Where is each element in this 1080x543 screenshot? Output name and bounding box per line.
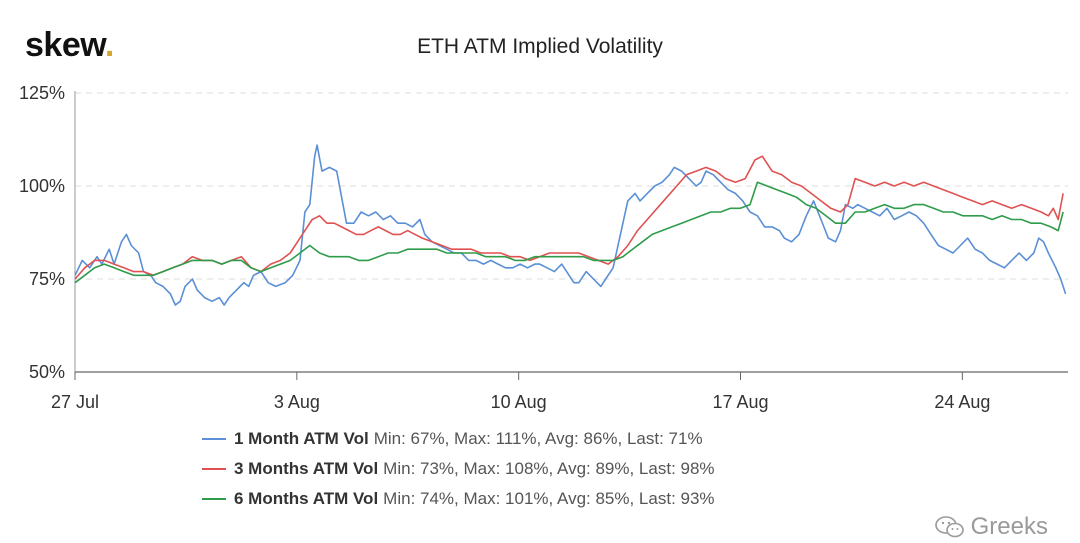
legend-swatch-3m: [202, 468, 226, 470]
x-axis: 27 Jul 3 Aug 10 Aug 17 Aug 24 Aug: [51, 91, 1068, 412]
x-tick-label: 3 Aug: [274, 392, 320, 412]
legend-stats-3m: Min: 73%, Max: 108%, Avg: 89%, Last: 98%: [383, 459, 715, 478]
y-tick-label: 125%: [19, 83, 65, 103]
legend-name-6m: 6 Months ATM Vol: [234, 489, 379, 508]
line-chart: 50% 75% 100% 125% 27 Jul 3 Aug 10 Aug 17 Aug 24…: [19, 83, 1068, 412]
legend-item-3m[interactable]: 3 Months ATM Vol Min: 73%, Max: 108%, Av…: [202, 454, 715, 484]
legend-name-1m: 1 Month ATM Vol: [234, 429, 369, 448]
legend-stats-6m: Min: 74%, Max: 101%, Avg: 85%, Last: 93%: [383, 489, 715, 508]
series-lines: [74, 144, 1067, 306]
series-line-2: [74, 181, 1064, 284]
legend: 1 Month ATM Vol Min: 67%, Max: 111%, Avg…: [202, 424, 715, 514]
x-tick-label: 24 Aug: [934, 392, 990, 412]
x-tick-label: 10 Aug: [491, 392, 547, 412]
y-tick-label: 50%: [29, 362, 65, 382]
logo-dot: .: [104, 26, 114, 64]
series-line-1: [74, 155, 1064, 280]
grid-lines: [75, 92, 1068, 280]
legend-name-3m: 3 Months ATM Vol: [234, 459, 379, 478]
y-tick-label: 75%: [29, 269, 65, 289]
x-tick-label: 27 Jul: [51, 392, 99, 412]
legend-item-6m[interactable]: 6 Months ATM Vol Min: 74%, Max: 101%, Av…: [202, 484, 715, 514]
watermark: Greeks: [934, 513, 1048, 541]
skew-logo: skew.: [25, 26, 114, 65]
legend-item-1m[interactable]: 1 Month ATM Vol Min: 67%, Max: 111%, Avg…: [202, 424, 715, 454]
x-tick-label: 17 Aug: [712, 392, 768, 412]
series-line-0: [74, 144, 1067, 306]
watermark-text: Greeks: [970, 513, 1048, 540]
legend-swatch-6m: [202, 498, 226, 500]
y-axis-ticks: 50% 75% 100% 125%: [19, 83, 65, 382]
y-tick-label: 100%: [19, 176, 65, 196]
wechat-icon: [934, 516, 964, 538]
logo-text: skew: [25, 26, 105, 64]
legend-stats-1m: Min: 67%, Max: 111%, Avg: 86%, Last: 71%: [373, 429, 703, 448]
legend-swatch-1m: [202, 438, 226, 440]
chart-title: ETH ATM Implied Volatility: [417, 35, 663, 58]
